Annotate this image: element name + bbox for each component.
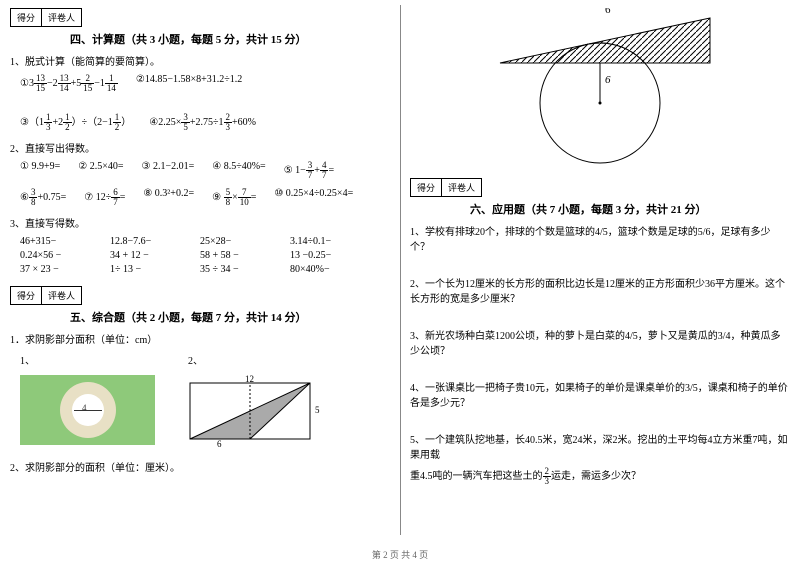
ring-outer	[60, 382, 116, 438]
fig2-dim-top: 12	[245, 375, 254, 384]
q3-5: 0.24×56 −	[20, 250, 110, 261]
sec6-q1: 1、学校有排球20个，排球的个数是篮球的4/5，篮球个数是足球的5/6，足球有多…	[410, 223, 790, 253]
q3-12: 80×40%−	[290, 264, 380, 275]
sec4-q2: 2、直接写出得数。	[10, 140, 390, 155]
q2-5: ⑤ 1−37+47=	[284, 161, 334, 180]
score-box-sec4: 得分 评卷人	[10, 8, 82, 27]
score-box-sec6: 得分 评卷人	[410, 178, 482, 197]
figure-circle-triangle: 6 6	[420, 8, 780, 168]
q2-9: ⑨ 58×710=	[212, 188, 256, 207]
figure-triangle: 12 5 6	[185, 375, 325, 447]
sec4-q2-row2: ⑥38+0.75= ⑦ 12÷67= ⑧ 0.3²+0.2= ⑨ 58×710=…	[20, 188, 390, 207]
q1a: ①31315−21314+5215−1114	[20, 74, 118, 93]
ring-dim-4: 4	[82, 403, 87, 413]
q3-2: 12.8−7.6−	[110, 236, 200, 247]
grader-label: 评卷人	[442, 179, 481, 196]
q2-1: ① 9.9+9=	[20, 161, 60, 180]
score-label: 得分	[11, 287, 42, 304]
left-column: 得分 评卷人 四、计算题（共 3 小题，每题 5 分，共计 15 分） 1、脱式…	[0, 0, 400, 540]
q2-8: ⑧ 0.3²+0.2=	[143, 188, 194, 207]
grader-label: 评卷人	[42, 9, 81, 26]
sec5-q2: 2、求阴影部分的面积（单位：厘米）。	[10, 459, 390, 474]
circle-radius-label: 6	[605, 74, 611, 86]
sec6-q5a: 5、一个建筑队挖地基，长40.5米，宽24米，深2米。挖出的土平均每4立方米重7…	[410, 431, 790, 461]
page-footer: 第 2 页 共 4 页	[0, 548, 800, 561]
q1c: ③（113+212）÷（2−112）	[20, 113, 131, 132]
q3-9: 37 × 23 −	[20, 264, 110, 275]
fig1-label: 1、	[20, 352, 170, 367]
fig2-label: 2、	[188, 352, 203, 367]
section4-title: 四、计算题（共 3 小题，每题 5 分，共计 15 分）	[70, 31, 390, 47]
figure-ring: 4	[20, 375, 155, 445]
q3-3: 25×28−	[200, 236, 290, 247]
q3-8: 13 −0.25−	[290, 250, 380, 261]
ring-inner	[72, 394, 104, 426]
sec4-q1-row2: ③（113+212）÷（2−112） ④2.25×35+2.75÷123+60%	[20, 113, 390, 132]
fig2-dim-bot: 6	[217, 439, 222, 447]
figures-row: 4 12 5 6	[20, 375, 390, 447]
sec4-q3: 3、直接写得数。	[10, 215, 390, 230]
sec4-q1: 1、脱式计算（能简算的要简算）。	[10, 53, 390, 68]
q2-7: ⑦ 12÷67=	[84, 188, 125, 207]
sec4-q2-row1: ① 9.9+9= ② 2.5×40= ③ 2.1−2.01= ④ 8.5÷40%…	[20, 161, 390, 180]
sec6-q5b: 重4.5吨的一辆汽车把这些土的23运走，需运多少次？	[410, 467, 790, 486]
sec6-q3: 3、新光农场种白菜1200公顷，种的萝卜是白菜的4/5，萝卜又是黄瓜的3/4，种…	[410, 327, 790, 357]
score-box-sec5: 得分 评卷人	[10, 286, 82, 305]
section6-title: 六、应用题（共 7 小题，每题 3 分，共计 21 分）	[470, 201, 790, 217]
sec4-q3-grid: 46+315− 12.8−7.6− 25×28− 3.14÷0.1− 0.24×…	[20, 236, 390, 278]
sec6-q2: 2、一个长为12厘米的长方形的面积比边长是12厘米的正方形面积少36平方厘米。这…	[410, 275, 790, 305]
q3-4: 3.14÷0.1−	[290, 236, 380, 247]
grader-label: 评卷人	[42, 287, 81, 304]
q2-3: ③ 2.1−2.01=	[142, 161, 195, 180]
score-label: 得分	[11, 9, 42, 26]
section5-title: 五、综合题（共 2 小题，每题 7 分，共计 14 分）	[70, 309, 390, 325]
sec5-q1: 1．求阴影部分面积（单位：cm）	[10, 331, 390, 346]
score-label: 得分	[411, 179, 442, 196]
q2-6: ⑥38+0.75=	[20, 188, 66, 207]
q3-10: 1÷ 13 −	[110, 264, 200, 275]
q1d: ④2.25×35+2.75÷123+60%	[149, 113, 256, 132]
fig-labels: 1、 2、	[20, 352, 390, 367]
q1b: ②14.85−1.58×8+31.2÷1.2	[136, 74, 242, 93]
sec6-q4: 4、一张课桌比一把椅子贵10元，如果椅子的单价是课桌单价的3/5，课桌和椅子的单…	[410, 379, 790, 409]
q3-1: 46+315−	[20, 236, 110, 247]
right-column: 6 6 得分 评卷人 六、应用题（共 7 小题，每题 3 分，共计 21 分） …	[400, 0, 800, 540]
q2-2: ② 2.5×40=	[78, 161, 123, 180]
q3-6: 34 + 12 −	[110, 250, 200, 261]
q2-10: ⑩ 0.25×4÷0.25×4=	[274, 188, 353, 207]
sec4-q1-row1: ①31315−21314+5215−1114 ②14.85−1.58×8+31.…	[20, 74, 390, 93]
circle-top-label: 6	[605, 8, 611, 16]
q3-7: 58 + 58 −	[200, 250, 290, 261]
q3-11: 35 ÷ 34 −	[200, 264, 290, 275]
q2-4: ④ 8.5÷40%=	[212, 161, 265, 180]
fig2-dim-side: 5	[315, 405, 320, 415]
